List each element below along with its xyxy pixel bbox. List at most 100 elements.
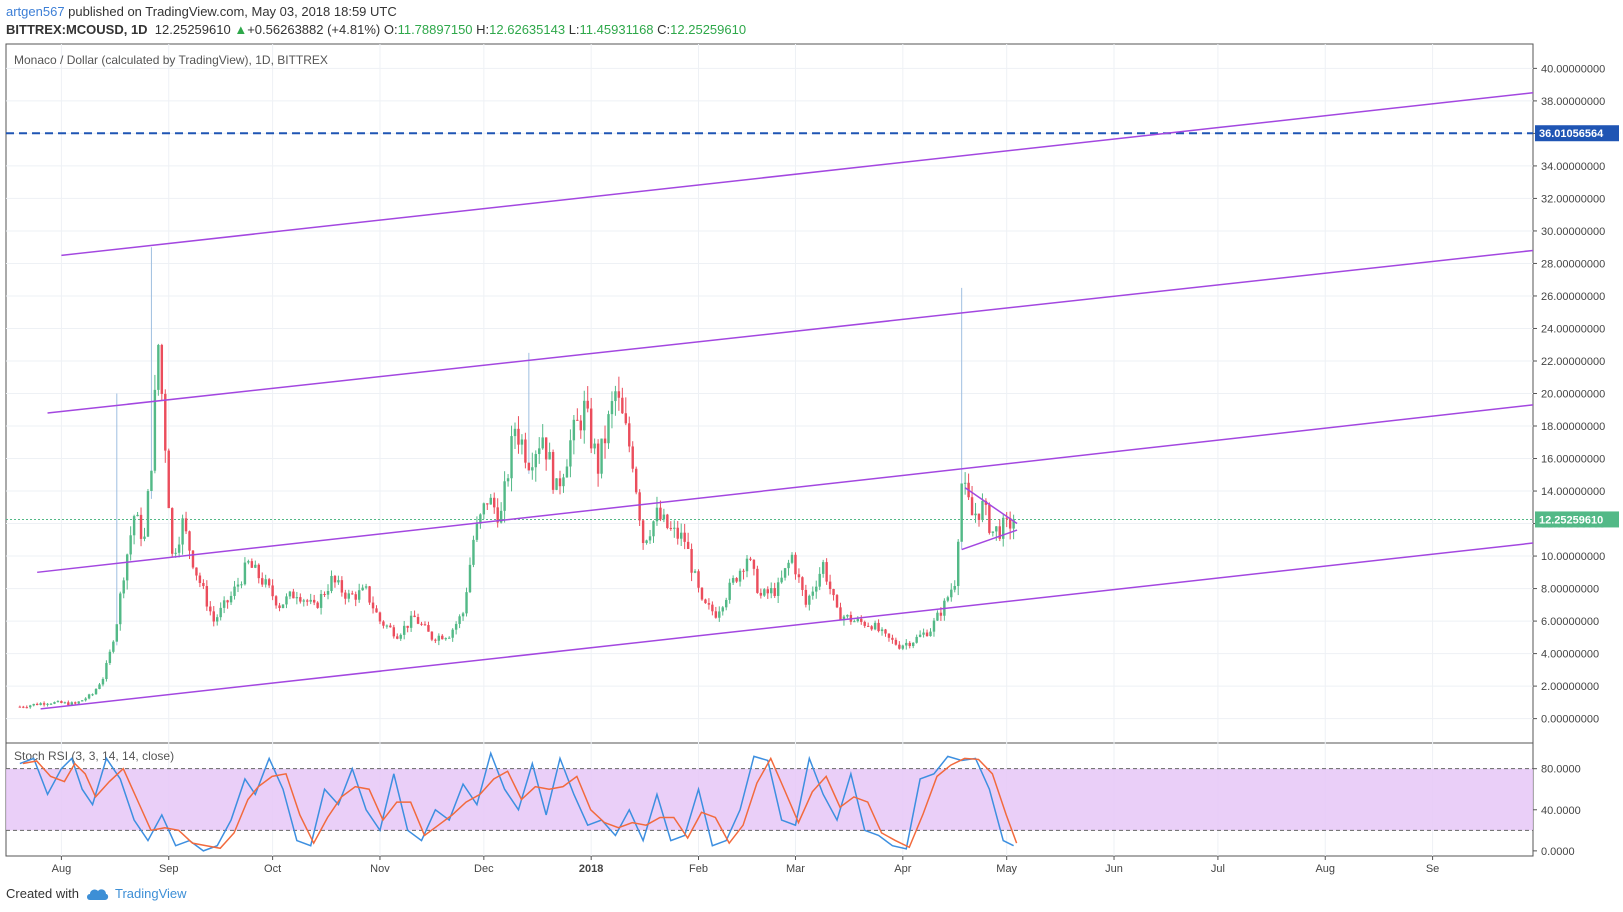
candle-body [344, 592, 347, 599]
x-tick-label: Jun [1105, 863, 1123, 875]
y-tick-label: 10.00000000 [1541, 551, 1605, 563]
candle-body [783, 568, 787, 578]
candle-body [364, 586, 368, 588]
channel-line-3 [37, 404, 1534, 574]
plot-frame [5, 43, 1534, 857]
open-label: O: [383, 22, 398, 37]
candle-body [60, 701, 63, 703]
candle-body [42, 703, 46, 705]
candle-body [98, 684, 101, 690]
candle-body [735, 578, 738, 582]
publish-info: artgen567 published on TradingView.com, … [6, 4, 397, 19]
candle-body [402, 625, 406, 635]
candle-body [1002, 517, 1005, 539]
candle-body [340, 580, 344, 593]
x-tick-label: Aug [1315, 863, 1335, 875]
candle-body [544, 437, 548, 460]
candle-body [91, 694, 94, 696]
candle-body [274, 596, 278, 606]
candle-body [489, 497, 492, 505]
candle-body [593, 443, 596, 449]
candle-body [510, 436, 513, 479]
candle-body [756, 568, 759, 593]
candle-body [932, 620, 936, 632]
candle-body [759, 592, 763, 596]
candle-body [337, 580, 340, 583]
candle-body [198, 575, 202, 583]
y-tick-label: 16.00000000 [1541, 454, 1605, 466]
candle-body [205, 586, 209, 607]
candle-body [555, 478, 558, 490]
candle-body [939, 612, 943, 616]
y-tick-label: 22.00000000 [1541, 356, 1605, 368]
candle-body [686, 541, 690, 549]
candle-body [236, 584, 240, 587]
candle-body [835, 595, 839, 608]
candle-body [430, 631, 434, 640]
candle-body [226, 600, 229, 603]
candle-body [842, 616, 846, 621]
candle-body [503, 481, 506, 511]
candle-body [468, 564, 472, 593]
y-tick-label: 30.00000000 [1541, 226, 1605, 238]
candles [18, 247, 1015, 709]
last-price-label-bg [1535, 511, 1619, 528]
symbol-label: BITTREX:MCOUSD, 1D [6, 22, 148, 37]
price-chart[interactable]: Aug Sep Oct Nov Dec 2018 Feb Mar Apr May Jun Jul Aug… [0, 0, 1623, 880]
candle-body [316, 602, 319, 608]
candle-body [711, 604, 714, 612]
candle-body [576, 419, 579, 421]
candle-body [828, 581, 832, 590]
candle-body [368, 586, 371, 603]
last-value: 12.25259610 [154, 22, 231, 37]
candle-body [261, 578, 264, 585]
candle-body [46, 703, 49, 705]
candle-body [413, 615, 416, 618]
x-tick-label: Oct [264, 863, 281, 875]
candle-body [901, 645, 905, 649]
candle-body [333, 575, 337, 583]
candle-body [306, 600, 309, 602]
author-link[interactable]: artgen567 [6, 4, 65, 19]
y-tick-label: 40.00000000 [1541, 63, 1605, 75]
channel-line-1 [61, 92, 1534, 257]
candle-body [596, 443, 600, 474]
candle-body [846, 614, 849, 617]
candle-body [188, 531, 191, 551]
candle-body [416, 617, 420, 624]
candle-body [330, 575, 333, 592]
candle-body [770, 588, 773, 594]
candle-body [776, 582, 780, 596]
y-tick-label: 34.00000000 [1541, 161, 1605, 173]
candle-body [53, 702, 56, 704]
candle-body [181, 518, 184, 545]
candle-body [880, 629, 884, 632]
candle-body [486, 503, 489, 505]
candle-body [482, 503, 486, 515]
y-tick-label: 28.00000000 [1541, 258, 1605, 270]
candle-body [292, 591, 295, 599]
candle-body [787, 562, 790, 569]
candle-body [728, 582, 731, 600]
x-tick-label: Se [1426, 863, 1439, 875]
triangle-line-1 [964, 487, 1018, 525]
candle-body [396, 636, 399, 639]
candle-body [548, 452, 551, 460]
candle-body [631, 446, 634, 469]
candle-body [531, 467, 534, 471]
candle-body [74, 702, 77, 704]
candle-body [472, 539, 475, 565]
candle-body [963, 482, 967, 484]
candle-body [465, 592, 468, 614]
low-label: L: [568, 22, 580, 37]
candle-body [666, 514, 669, 528]
candle-body [821, 562, 825, 574]
candle-body [160, 344, 164, 394]
candle-body [634, 468, 638, 493]
candle-body [63, 702, 67, 704]
candle-body [1008, 518, 1012, 529]
tradingview-link[interactable]: TradingView [114, 886, 187, 901]
candle-body [281, 604, 285, 609]
candle-body [84, 698, 87, 701]
x-tick-label: Jul [1211, 863, 1225, 875]
